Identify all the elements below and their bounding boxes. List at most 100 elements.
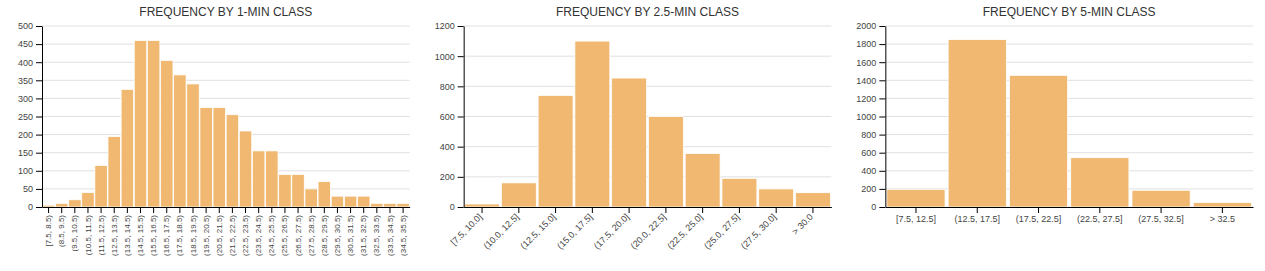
y-tick: 1200 — [435, 21, 464, 31]
x-tick-label: (22.5, 25.0] — [665, 212, 704, 251]
bar — [174, 75, 186, 207]
y-tick: 300 — [18, 94, 42, 104]
bar — [371, 203, 383, 207]
x-tick-label: (25.5, 26.5) — [280, 215, 289, 256]
x-tick-label: (21.5, 22.5) — [228, 215, 237, 256]
x-tick: (30.5, 31.5) — [346, 207, 355, 256]
grid — [885, 26, 1253, 207]
bar — [344, 196, 356, 207]
chart-title: FREQUENCY BY 2.5-MIN CLASS — [556, 5, 739, 19]
x-tick-label: (10.0, 12.5] — [482, 212, 521, 251]
y-tick-mark — [879, 26, 885, 27]
x-tick-label: (20.5, 21.5) — [215, 215, 224, 256]
y-tick: 200 — [440, 172, 464, 182]
y-tick: 1200 — [856, 94, 885, 104]
y-tick: 100 — [18, 166, 42, 176]
x-tick-label: (17.5, 20.0] — [592, 212, 631, 251]
bar — [1193, 202, 1251, 207]
bar — [331, 196, 343, 207]
x-tick-mark — [629, 207, 630, 213]
chart-figure: FREQUENCY BY 1-MIN CLASS[7.5, 8.5)(8.5, … — [0, 0, 1265, 271]
x-tick-mark — [403, 207, 404, 213]
y-tick-mark — [458, 117, 464, 118]
y-tick-label: 350 — [18, 76, 33, 86]
x-tick: (23.5, 24.5) — [254, 207, 263, 256]
x-tick-mark — [1099, 207, 1100, 213]
x-tick-mark — [812, 207, 813, 213]
x-tick: [7.5, 10.0] — [449, 207, 484, 247]
y-tick: 150 — [18, 148, 42, 158]
grid-line — [464, 176, 832, 177]
y-tick-mark — [879, 62, 885, 63]
x-tick-label: (29.5, 30.5) — [333, 215, 342, 256]
x-tick-label: (22.5, 27.5] — [1077, 214, 1123, 224]
x-tick-label: (15.5, 16.5) — [149, 215, 158, 256]
bar — [42, 205, 54, 207]
bar — [266, 151, 278, 207]
bars — [42, 40, 409, 207]
bar — [292, 174, 304, 207]
bar — [147, 40, 159, 207]
y-tick-label: 0 — [28, 202, 33, 212]
x-tick: (13.5, 14.5) — [123, 207, 132, 256]
x-tick-label: (11.5, 12.5) — [97, 215, 106, 256]
x-tick: (12.5, 13.5) — [110, 207, 119, 256]
y-tick-mark — [879, 135, 885, 136]
x-tick: (17.5, 20.0] — [592, 207, 631, 251]
x-tick: (14.5, 15.5) — [136, 207, 145, 256]
y-tick-mark — [458, 147, 464, 148]
grid-line — [42, 26, 410, 27]
x-tick-mark — [350, 207, 351, 213]
bar — [161, 60, 173, 207]
x-tick-label: (33.5, 34.5) — [386, 215, 395, 256]
y-tick-mark — [36, 26, 42, 27]
y-tick: 1600 — [856, 58, 885, 68]
y-tick-label: 400 — [861, 166, 876, 176]
x-tick-label: (17.5, 22.5] — [1016, 214, 1062, 224]
x-tick-mark — [363, 207, 364, 213]
grid — [42, 26, 410, 207]
x-tick-mark — [271, 207, 272, 213]
y-tick-mark — [36, 207, 42, 208]
x-tick: (10.0, 12.5] — [482, 207, 521, 251]
x-tick: (21.5, 22.5) — [228, 207, 237, 256]
y-tick-label: 450 — [18, 39, 33, 49]
y-tick-mark — [879, 44, 885, 45]
y-tick-mark — [879, 98, 885, 99]
x-tick: (11.5, 12.5) — [97, 207, 106, 255]
y-tick: 450 — [18, 39, 42, 49]
x-tick: (10.5, 11.5) — [84, 207, 93, 255]
plot-area: [7.5, 10.0](10.0, 12.5](12.5, 15.0](15.0… — [435, 21, 832, 251]
y-tick: 1000 — [856, 112, 885, 122]
y-tick-mark — [36, 44, 42, 45]
x-axis-line — [43, 207, 411, 208]
x-tick: (20.5, 21.5) — [215, 207, 224, 256]
x-tick-mark — [114, 207, 115, 213]
y-tick: 400 — [18, 58, 42, 68]
grid-line — [464, 146, 832, 147]
bar — [1009, 75, 1067, 207]
y-tick-mark — [879, 207, 885, 208]
y-tick-mark — [458, 26, 464, 27]
x-tick-label: > 30.0 — [790, 212, 815, 237]
y-tick: 0 — [450, 202, 464, 212]
y-tick-label: 200 — [18, 130, 33, 140]
x-tick: (32.5, 33.5) — [372, 207, 381, 256]
grid-line — [885, 80, 1253, 81]
grid-line — [885, 44, 1253, 45]
chart-panel: FREQUENCY BY 5-MIN CLASS[7.5, 12.5](12.5… — [856, 5, 1253, 224]
bar — [239, 131, 251, 207]
x-tick: > 30.0 — [790, 207, 815, 237]
y-axis: 020040060080010001200 — [435, 21, 465, 212]
x-tick-mark — [324, 207, 325, 213]
x-tick-mark — [166, 207, 167, 213]
y-tick-mark — [36, 135, 42, 136]
bar — [575, 41, 610, 207]
bar — [538, 95, 573, 207]
x-tick: (12.5, 17.5] — [954, 207, 1000, 224]
x-tick-mark — [1038, 207, 1039, 213]
y-axis-line — [464, 27, 465, 208]
x-tick-mark — [915, 207, 916, 213]
y-tick: 500 — [18, 21, 42, 31]
grid-line — [42, 62, 410, 63]
